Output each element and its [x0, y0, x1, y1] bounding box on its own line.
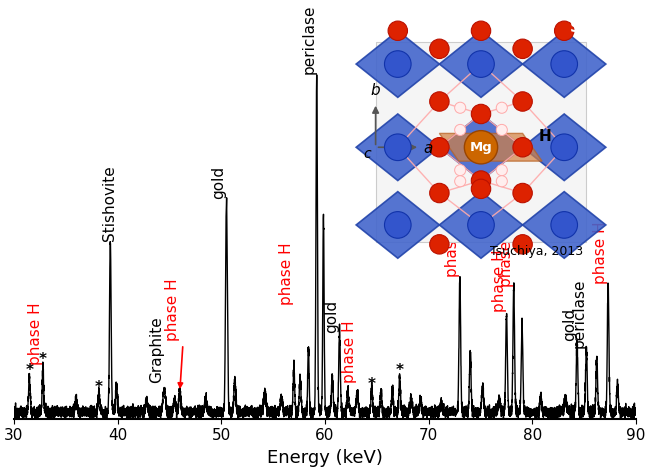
Circle shape	[471, 179, 491, 199]
Circle shape	[454, 102, 466, 114]
Text: periclase: periclase	[302, 5, 317, 74]
Text: Tsuchiya, 2013: Tsuchiya, 2013	[490, 245, 583, 258]
Text: *: *	[39, 352, 47, 367]
Polygon shape	[523, 31, 606, 97]
Polygon shape	[439, 192, 523, 258]
Polygon shape	[439, 133, 542, 161]
Polygon shape	[356, 31, 439, 97]
Circle shape	[388, 138, 408, 157]
Text: phase H: phase H	[165, 278, 180, 341]
Text: gold: gold	[324, 300, 339, 333]
Text: Graphite: Graphite	[150, 317, 164, 383]
Text: $a$: $a$	[423, 141, 434, 156]
Circle shape	[385, 134, 411, 161]
Text: phase H: phase H	[28, 303, 43, 365]
Circle shape	[385, 211, 411, 238]
Circle shape	[496, 176, 508, 187]
Circle shape	[496, 102, 508, 114]
Text: gold: gold	[211, 165, 226, 199]
Circle shape	[513, 138, 532, 157]
Circle shape	[551, 211, 577, 238]
Text: *: *	[25, 363, 33, 378]
Circle shape	[551, 51, 577, 77]
Circle shape	[430, 183, 449, 203]
Text: gold: gold	[562, 308, 577, 341]
Circle shape	[496, 124, 508, 136]
Text: $b$: $b$	[370, 81, 381, 97]
Circle shape	[513, 92, 532, 111]
Polygon shape	[356, 192, 439, 258]
Circle shape	[464, 130, 498, 164]
Text: Si: Si	[570, 21, 586, 35]
Circle shape	[551, 134, 577, 161]
Circle shape	[454, 124, 466, 136]
Circle shape	[388, 215, 408, 235]
Text: *: *	[95, 381, 103, 396]
Circle shape	[471, 171, 491, 190]
Circle shape	[471, 104, 491, 124]
Bar	[376, 42, 586, 242]
Text: $c$: $c$	[363, 147, 372, 162]
Circle shape	[430, 138, 449, 157]
Circle shape	[554, 138, 574, 157]
Text: phase H: phase H	[491, 250, 506, 312]
Circle shape	[430, 39, 449, 58]
Polygon shape	[439, 31, 523, 97]
Circle shape	[385, 51, 411, 77]
Polygon shape	[523, 192, 606, 258]
Circle shape	[471, 21, 491, 41]
Polygon shape	[439, 114, 523, 180]
Circle shape	[388, 21, 408, 41]
Circle shape	[513, 39, 532, 58]
Polygon shape	[356, 114, 439, 180]
Text: *: *	[396, 363, 404, 378]
Circle shape	[430, 92, 449, 111]
Text: Stishovite: Stishovite	[101, 165, 116, 241]
Circle shape	[554, 21, 574, 41]
Text: H: H	[538, 129, 551, 144]
Circle shape	[468, 51, 494, 77]
Circle shape	[554, 215, 574, 235]
Circle shape	[454, 164, 466, 176]
Circle shape	[388, 54, 408, 74]
Circle shape	[454, 176, 466, 187]
Circle shape	[513, 235, 532, 254]
Polygon shape	[523, 114, 606, 180]
Text: phase H: phase H	[445, 214, 460, 276]
Circle shape	[471, 54, 491, 74]
Text: phase H: phase H	[342, 320, 357, 383]
Text: phase H: phase H	[593, 221, 608, 284]
Text: phase H: phase H	[279, 243, 294, 305]
X-axis label: Energy (keV): Energy (keV)	[267, 449, 383, 467]
Circle shape	[471, 215, 491, 235]
Text: periclase: periclase	[571, 278, 586, 348]
Text: *: *	[368, 377, 376, 392]
Circle shape	[496, 164, 508, 176]
Circle shape	[430, 235, 449, 254]
Text: Mg: Mg	[469, 141, 493, 154]
Circle shape	[468, 211, 494, 238]
Circle shape	[554, 54, 574, 74]
Text: phase H: phase H	[499, 225, 514, 287]
Circle shape	[513, 183, 532, 203]
